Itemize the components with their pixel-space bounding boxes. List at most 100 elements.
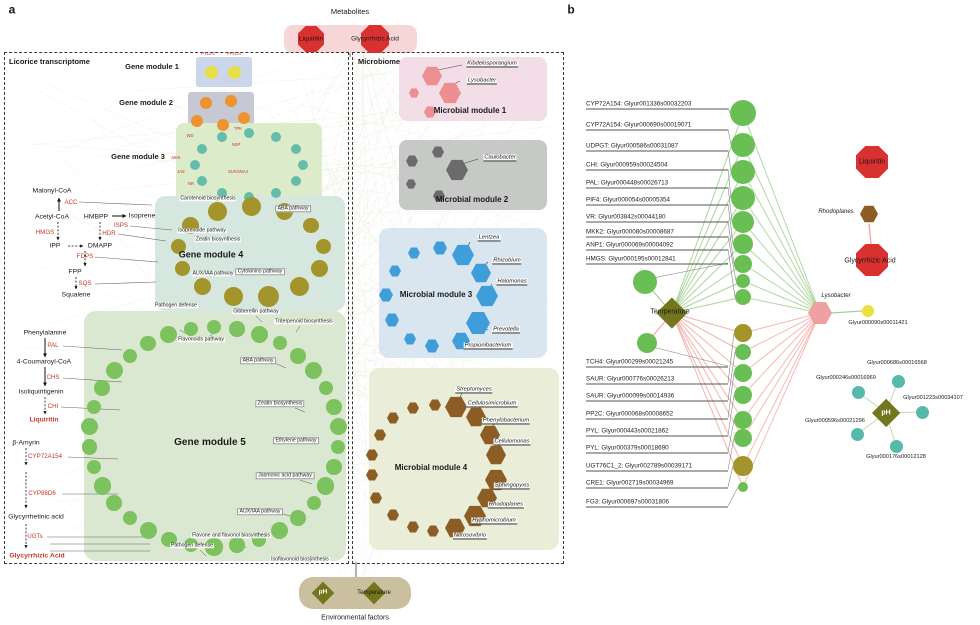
gene-module3-node [290,176,301,186]
pathway-metabolite: Acetyl-CoA [35,213,69,221]
microbial-module2-node [446,159,468,181]
microbial-module3-node [404,333,416,345]
gene-module5-node [331,440,346,455]
b-gene-node-tch4 [637,333,657,353]
pathway-enzyme: CYP88D6 [28,489,56,497]
gene-module5-node [207,320,221,334]
gene-id-label: SAUR: Glyur000099s00014936 [586,393,728,402]
gene-module3-node [244,128,254,138]
gene-module5-node [122,348,137,363]
pathway-enzyme: ISPS [113,221,129,229]
gene-module2-node [217,119,229,131]
pathway-label: Jasmonic acid pathway [255,472,315,480]
gene-id-label: VR: Glyur003842s00044180 [586,214,728,223]
microbial-module3-node [408,247,420,259]
b-gene-node-negative [735,344,751,360]
b-ph-gene-label: Glyur001223s00034107 [903,395,963,402]
metabolite-glycyrrhizic-octagon [361,25,389,53]
microbial-module3-node [471,263,491,283]
metabolite-liquiritin-octagon [298,26,324,52]
gene-tag: NSP [231,141,241,147]
b-gene-node-negative [734,364,752,382]
b-lysobacter-target-label: Glyur000090s00011421 [848,320,908,327]
env-temperature-label: Temperature [357,589,391,596]
b-glycyrrhizic-label: Glycyrrhizic Acid [844,257,896,265]
gene-module5-node [93,477,111,495]
gene-id-label: UGT76C1_2: Glyur002789s00039171 [586,463,728,472]
b-gene-node-negative [734,411,752,429]
b-gene-node-positive [735,289,751,305]
gene-module4-node [303,218,319,234]
b-gene-node-negative [734,429,752,447]
b-ph-gene-label: Glyur000686s00016568 [867,360,927,367]
pathway-label: Zeatin biosynthesis [255,400,305,408]
gene-module5-node [140,335,156,352]
pathway-metabolite: IPP [49,242,61,250]
taxon-label: Sphingopyxis [493,482,531,490]
b-ph-label: pH [881,409,891,417]
microbial-module3-title: Microbial module 3 [399,289,473,299]
gene-module5-title: Gene module 5 [174,436,246,448]
gene-module5-node [317,477,335,495]
gene-module5-node [326,459,343,475]
pathway-enzyme: UGTs [27,532,43,540]
gene-module1-node [227,65,241,79]
b-lysobacter-target-node [862,305,874,317]
gene-module3-node [190,160,200,170]
pathway-label: Zeatin biosynthesis [194,236,242,243]
gene-module5-node [80,418,99,436]
gene-module2-title: Gene module 2 [119,98,173,108]
pathway-enzyme: CYP72A154 [27,452,63,460]
pathway-metabolite: DMAPP [87,242,113,250]
pathway-enzyme: HDR [102,229,116,237]
gene-module4-node [207,201,227,221]
gene-id-label: SAUR: Glyur000776s00026213 [586,376,728,385]
microbial-module3-node [466,311,490,335]
gene-id-label: FG3: Glyur000697s00031806 [586,499,728,508]
microbial-module1-node [424,106,436,118]
gene-module5-node [271,521,289,540]
microbial-module4-node [387,509,399,521]
gene-module3-node [217,187,227,198]
metabolite-liquiritin-label: Liquiritin [298,35,324,43]
gene-id-label: PYL: Glyur000443s00021862 [586,428,728,437]
pathway-label: Flavone and flavonol biosynthesis [191,532,271,539]
b-ph-gene-node [889,439,903,453]
pathway-product: Glycyrrhizic Acid [9,552,65,560]
b-gene-node-positive [736,274,750,288]
taxon-label: Phenylobacterium [481,417,531,425]
gene-module3-title: Gene module 3 [111,152,165,162]
b-ph-gene-label: Glyur000246s00016969 [816,375,876,382]
pathway-label: Ethylene pathway [273,437,319,445]
gene-module2-node [200,97,212,109]
b-gene-node-positive [731,186,755,210]
gene-module5-node [250,325,268,343]
gene-module5-node [86,460,101,475]
microbial-module4-node [387,412,399,424]
gene-module5-node [105,362,123,380]
gene-module5-node [229,537,245,553]
microbial-module4-node [407,402,419,414]
gene-module5-node [326,399,343,415]
gene-module4-node [315,238,332,255]
pathway-label: Isoflavonoid biosynthesis [270,556,330,563]
pathway-enzyme: FDPS [76,252,94,260]
b-gene-node-negative [734,324,752,342]
gene-id-label: CHI: Glyur000959s00024504 [586,162,728,171]
taxon-label: Cellulomonas [493,438,531,446]
gene-module5-node [318,380,333,395]
b-rhodoplanes-label: Rhodoplanes [818,208,854,215]
gene-module3-node [217,132,227,143]
metabolite-glycyrrhizic-label: Glycyrrhizic Acid [351,35,399,43]
microbial-module4-node [445,396,467,418]
microbial-module1-node [439,82,461,104]
b-ph-gene-node [891,374,905,388]
microbial-module4-node [486,445,506,465]
microbiome-title: Microbiome [358,57,401,67]
pathway-label: Isoprenoide pathway [177,227,227,234]
pathway-label: Triterpenoid biosynthesis [274,318,334,325]
pathway-label: ABA pathway [275,205,311,213]
gene-module1-title: Gene module 1 [125,62,179,72]
gene-tag: PYL2/3 [201,50,215,56]
